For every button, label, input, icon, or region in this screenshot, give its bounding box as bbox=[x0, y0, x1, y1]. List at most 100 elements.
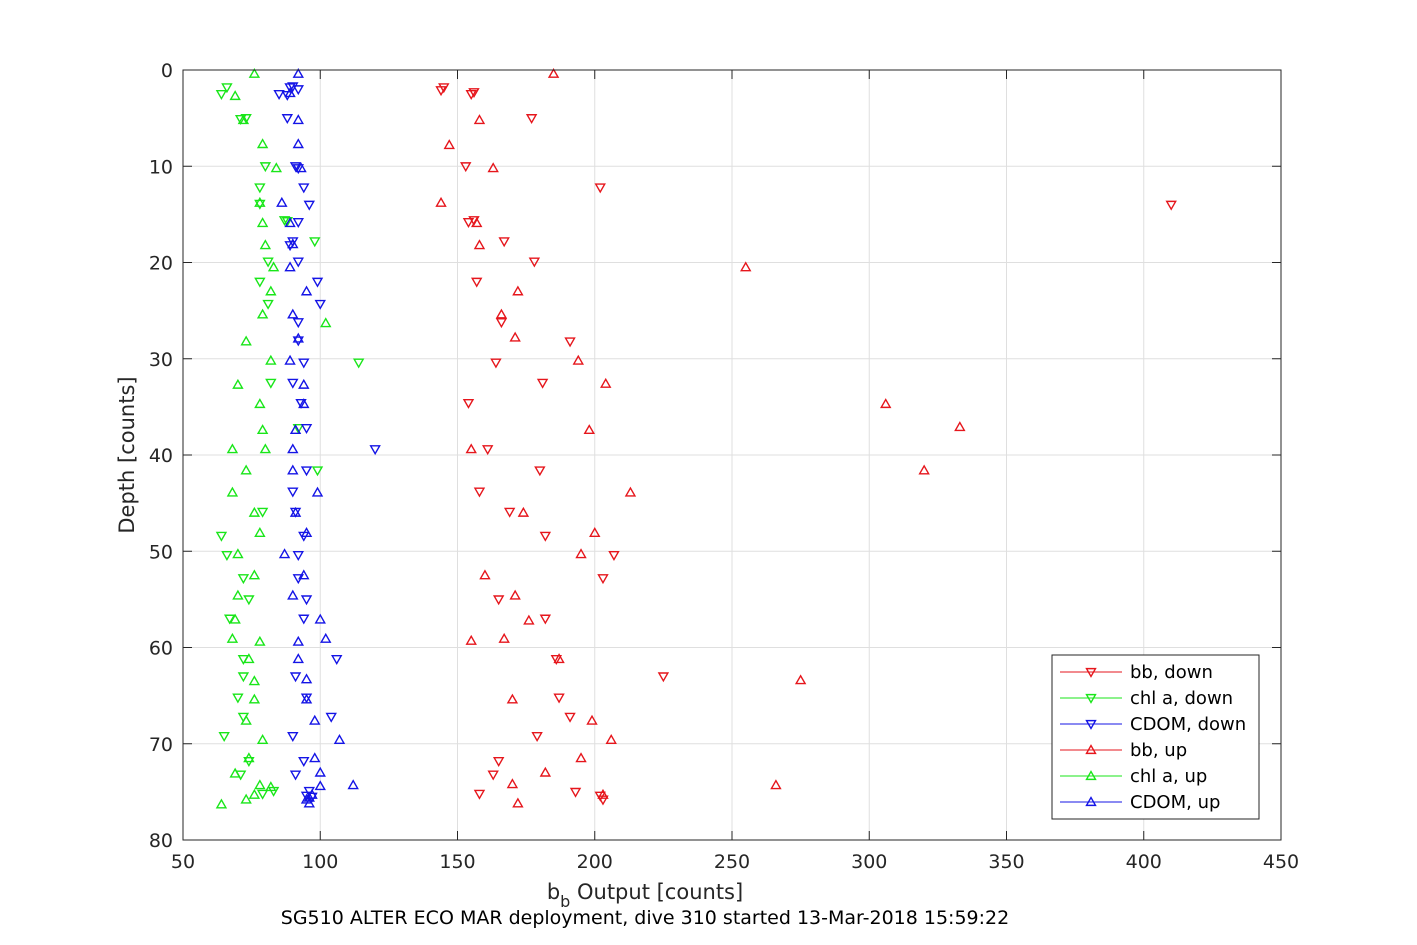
data-point bbox=[794, 674, 807, 685]
data-point bbox=[539, 531, 552, 542]
data-point bbox=[600, 377, 612, 388]
data-point bbox=[471, 217, 483, 228]
data-point bbox=[292, 85, 304, 96]
data-point bbox=[608, 551, 620, 562]
data-point bbox=[281, 90, 294, 101]
data-point bbox=[248, 569, 261, 580]
data-point bbox=[278, 216, 291, 227]
data-point bbox=[229, 613, 241, 624]
data-point bbox=[273, 89, 285, 100]
data-point bbox=[232, 548, 244, 559]
y-tick-label: 40 bbox=[149, 445, 173, 467]
data-point bbox=[300, 595, 313, 606]
data-point bbox=[311, 277, 324, 288]
y-axis-label: Depth [counts] bbox=[115, 376, 139, 533]
data-point bbox=[880, 398, 892, 409]
data-point bbox=[292, 635, 304, 646]
data-point bbox=[287, 487, 299, 498]
data-point bbox=[256, 507, 269, 518]
data-point bbox=[292, 164, 304, 175]
data-point bbox=[232, 378, 244, 389]
data-point bbox=[243, 595, 255, 606]
data-point bbox=[287, 731, 299, 742]
legend-label: CDOM, up bbox=[1130, 792, 1220, 813]
data-point bbox=[284, 241, 296, 252]
legend-marker bbox=[1085, 770, 1097, 781]
data-point bbox=[479, 569, 491, 580]
data-point bbox=[289, 672, 302, 683]
data-point bbox=[254, 398, 266, 409]
legend-marker bbox=[1085, 744, 1097, 755]
data-point bbox=[300, 466, 313, 477]
data-point bbox=[369, 445, 381, 456]
data-point bbox=[292, 67, 304, 78]
data-point bbox=[262, 299, 274, 310]
data-point bbox=[347, 779, 359, 790]
x-axis-label-main: b bbox=[547, 880, 560, 904]
data-point bbox=[254, 527, 266, 538]
y-tick-label: 50 bbox=[149, 541, 173, 563]
data-point bbox=[237, 672, 250, 683]
data-point bbox=[512, 797, 524, 808]
data-point bbox=[223, 614, 236, 625]
legend-box bbox=[1051, 654, 1260, 820]
data-point bbox=[292, 138, 304, 149]
x-tick-label: 300 bbox=[851, 851, 887, 873]
data-point bbox=[289, 770, 302, 781]
data-point bbox=[597, 574, 609, 585]
data-point bbox=[462, 217, 475, 228]
series-3 bbox=[435, 67, 966, 808]
data-point bbox=[314, 613, 326, 624]
data-point bbox=[278, 548, 291, 559]
y-tick-label: 0 bbox=[161, 60, 173, 82]
data-point bbox=[594, 183, 606, 194]
data-point bbox=[468, 88, 480, 99]
data-point bbox=[320, 632, 332, 643]
data-point bbox=[276, 196, 288, 207]
data-point bbox=[597, 788, 609, 799]
legend: bb, down chl a, down CDOM, down bb, up chl a… bbox=[1051, 654, 1260, 820]
data-point bbox=[254, 779, 266, 790]
legend-label: bb, up bbox=[1130, 740, 1187, 761]
legend-entry: chl a, up bbox=[1060, 766, 1207, 787]
data-point bbox=[221, 83, 233, 94]
data-point bbox=[298, 398, 310, 409]
data-point bbox=[550, 654, 563, 665]
legend-marker bbox=[1085, 667, 1097, 678]
data-point bbox=[287, 238, 299, 249]
data-point bbox=[331, 654, 343, 665]
data-point bbox=[300, 423, 313, 434]
data-point bbox=[1165, 200, 1177, 211]
data-point bbox=[523, 614, 535, 625]
data-point bbox=[292, 336, 304, 347]
data-point bbox=[289, 162, 302, 173]
data-point bbox=[597, 795, 609, 806]
data-point bbox=[498, 237, 510, 248]
data-point bbox=[240, 464, 252, 475]
x-tick-label: 100 bbox=[302, 851, 338, 873]
data-point bbox=[232, 693, 244, 704]
data-point bbox=[506, 778, 519, 789]
data-point bbox=[254, 199, 266, 210]
data-point bbox=[506, 693, 519, 704]
data-point bbox=[564, 712, 576, 723]
data-point bbox=[918, 464, 930, 475]
data-point bbox=[287, 378, 299, 389]
data-point bbox=[265, 781, 277, 792]
data-point bbox=[547, 67, 560, 78]
x-tick-label: 400 bbox=[1126, 851, 1162, 873]
data-point bbox=[234, 115, 247, 125]
data-point bbox=[284, 261, 296, 272]
data-point bbox=[240, 714, 252, 725]
data-point bbox=[583, 424, 595, 435]
data-point bbox=[248, 788, 261, 799]
data-point bbox=[256, 138, 269, 149]
data-point bbox=[460, 162, 472, 173]
data-point bbox=[298, 757, 310, 767]
x-tick-label: 200 bbox=[577, 851, 613, 873]
data-point bbox=[292, 257, 304, 268]
data-point bbox=[284, 87, 296, 98]
data-point bbox=[259, 239, 272, 250]
data-point bbox=[572, 354, 584, 365]
data-point bbox=[539, 614, 552, 625]
